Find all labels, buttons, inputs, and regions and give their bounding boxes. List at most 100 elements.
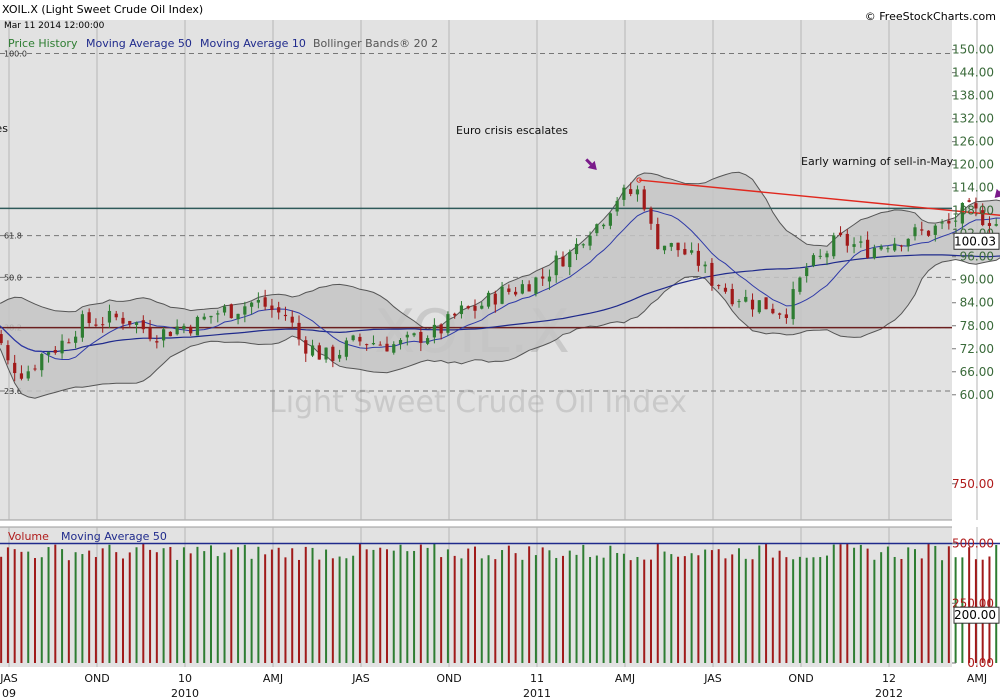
volume-bar-104 <box>683 556 686 663</box>
candle-5 <box>13 354 17 382</box>
candle-138 <box>913 223 917 241</box>
candle-body-39 <box>243 306 247 315</box>
candle-39 <box>243 301 247 323</box>
candle-35 <box>216 310 220 323</box>
volume-bar-18 <box>101 548 104 663</box>
x-tick-label-9: OND <box>788 672 813 685</box>
volume-bar-139 <box>920 558 923 663</box>
candle-body-141 <box>933 225 937 235</box>
candle-86 <box>561 251 565 267</box>
volume-tick-label-1: 500.00 <box>952 537 994 551</box>
candle-body-91 <box>595 224 599 234</box>
candle-body-137 <box>906 238 910 247</box>
candle-53 <box>338 349 342 362</box>
volume-bar-48 <box>304 546 307 663</box>
volume-bar-89 <box>582 544 585 663</box>
candle-body-36 <box>222 306 227 313</box>
candle-body-118 <box>778 313 782 315</box>
volume-bar-94 <box>616 552 619 663</box>
candle-body-53 <box>338 354 342 359</box>
candle-body-7 <box>26 371 30 379</box>
candle-10 <box>46 351 51 363</box>
legend-ma50: Moving Average 50 <box>86 37 192 50</box>
candle-body-21 <box>121 317 125 324</box>
candle-45 <box>283 306 288 321</box>
volume-bar-22 <box>128 552 131 663</box>
candle-body-85 <box>554 255 558 276</box>
volume-bar-27 <box>162 548 165 663</box>
volume-bar-36 <box>223 552 226 663</box>
candle-141 <box>933 223 937 242</box>
volume-bar-58 <box>372 549 375 663</box>
candle-body-41 <box>256 299 260 303</box>
volume-bar-143 <box>947 546 950 663</box>
candle-91 <box>595 223 599 237</box>
candle-87 <box>568 249 572 276</box>
volume-bar-76 <box>494 559 497 663</box>
candle-body-58 <box>371 343 376 345</box>
volume-bar-125 <box>825 555 828 663</box>
candle-4 <box>6 340 10 365</box>
price-tick-label-5: 120.00 <box>952 158 994 172</box>
arrow-0 <box>585 158 597 171</box>
volume-bar-26 <box>155 552 158 663</box>
candle-28 <box>168 331 172 337</box>
volume-bar-130 <box>859 544 862 663</box>
candle-body-28 <box>168 331 172 337</box>
volume-bar-39 <box>243 544 246 663</box>
candle-body-93 <box>608 213 612 226</box>
candle-102 <box>669 242 673 251</box>
price-tick-label-2: 138.00 <box>952 89 994 103</box>
candle-body-111 <box>730 288 734 305</box>
candle-body-20 <box>114 313 118 318</box>
x-tick-label-8: JAS <box>703 672 722 685</box>
candle-56 <box>358 333 362 346</box>
trendline <box>636 177 1000 216</box>
candle-body-97 <box>635 189 640 195</box>
volume-bar-107 <box>704 549 707 663</box>
candle-body-68 <box>439 324 443 334</box>
volume-bar-51 <box>325 549 328 663</box>
candle-body-126 <box>832 235 836 257</box>
volume-bar-73 <box>473 546 476 663</box>
candle-body-83 <box>541 276 545 279</box>
volume-bar-8 <box>33 558 36 663</box>
candle-145 <box>960 202 964 229</box>
candle-body-138 <box>913 227 917 237</box>
candle-body-116 <box>764 297 768 310</box>
volume-bar-70 <box>453 555 456 663</box>
volume-bar-29 <box>176 559 179 663</box>
volume-bar-86 <box>561 555 564 663</box>
candle-body-80 <box>520 284 524 294</box>
candle-25 <box>148 319 152 342</box>
candle-body-89 <box>581 244 585 246</box>
candle-111 <box>730 283 734 307</box>
candle-79 <box>514 287 518 297</box>
volume-bar-62 <box>399 544 402 663</box>
candle-body-148 <box>981 210 985 226</box>
candle-body-82 <box>534 277 538 294</box>
candle-body-142 <box>940 222 944 224</box>
candle-body-9 <box>40 353 44 371</box>
volume-bar-6 <box>20 551 23 663</box>
volume-bar-85 <box>555 557 558 663</box>
volume-bar-33 <box>203 551 206 663</box>
candle-61 <box>392 341 396 355</box>
candle-119 <box>784 308 788 324</box>
candle-body-119 <box>784 314 788 318</box>
candle-62 <box>398 338 403 350</box>
price-tick-label-14: 66.00 <box>960 365 994 379</box>
candle-body-108 <box>710 262 714 286</box>
x-tick-label-0: JAS <box>0 672 18 685</box>
x-tick-label-1: OND <box>84 672 109 685</box>
volume-bar-127 <box>839 544 842 663</box>
volume-bar-63 <box>406 551 409 663</box>
current-volume-label: 200.00 <box>954 608 996 622</box>
volume-bar-114 <box>751 559 754 663</box>
x-year-label-1: 2010 <box>171 687 199 700</box>
source-credit: © FreeStockCharts.com <box>865 10 996 23</box>
x-tick-label-6: 11 <box>530 672 544 685</box>
candle-body-54 <box>344 340 348 357</box>
candle-13 <box>67 338 71 344</box>
